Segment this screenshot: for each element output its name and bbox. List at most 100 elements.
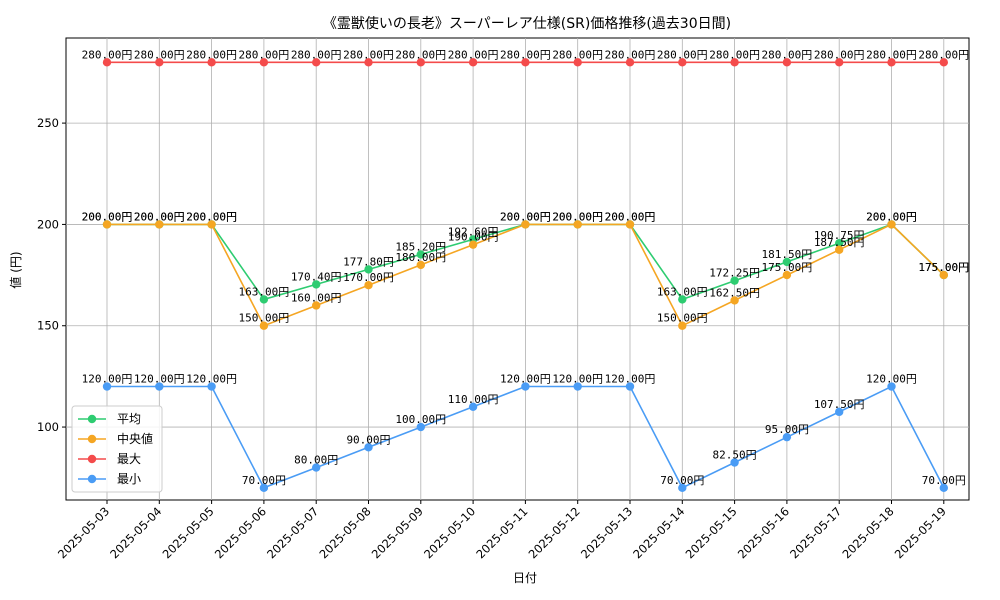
data-label: 280.00円 (186, 48, 237, 61)
data-point (155, 382, 164, 391)
legend-marker (87, 434, 97, 444)
data-point (207, 220, 216, 229)
x-axis-label: 日付 (513, 571, 537, 585)
x-axis: 2025-05-032025-05-042025-05-052025-05-06… (55, 500, 949, 561)
x-tick-label: 2025-05-06 (212, 504, 269, 561)
data-point (678, 321, 687, 330)
data-point (573, 220, 582, 229)
x-tick-label: 2025-05-05 (160, 504, 217, 561)
data-label: 200.00円 (186, 210, 237, 223)
x-tick-label: 2025-05-08 (316, 504, 373, 561)
x-tick-label: 2025-05-12 (526, 504, 583, 561)
x-tick-label: 2025-05-11 (473, 504, 530, 561)
data-point (887, 58, 896, 67)
data-label: 187.50円 (814, 236, 865, 249)
data-label: 170.00円 (343, 271, 394, 284)
data-label: 172.25円 (709, 267, 760, 280)
data-point (416, 250, 425, 259)
data-label: 80.00円 (294, 454, 338, 467)
data-label: 100.00円 (395, 413, 446, 426)
data-point (416, 260, 425, 270)
data-label: 280.00円 (552, 48, 603, 61)
data-label: 70.00円 (660, 474, 704, 487)
data-label: 95.00円 (765, 423, 809, 436)
data-point (259, 483, 269, 493)
data-label: 200.00円 (605, 210, 656, 223)
y-tick-label: 250 (37, 116, 59, 130)
plot-area (65, 37, 970, 501)
data-label: 190.00円 (448, 231, 499, 244)
data-point (782, 432, 792, 442)
data-point (207, 382, 216, 391)
x-tick-label: 2025-05-10 (421, 504, 478, 561)
data-label: 280.00円 (918, 48, 969, 61)
legend-label: 最小 (117, 472, 141, 486)
data-label: 170.40円 (291, 270, 342, 283)
data-labels: 200.00円 200.00円 200.00円163.00円170.40円177.8… (82, 48, 970, 487)
x-tick-label: 2025-05-07 (264, 504, 321, 561)
data-point (625, 382, 635, 391)
data-point (312, 301, 321, 310)
x-tick-label: 2025-05-04 (107, 504, 164, 561)
data-label: 175.00円 (762, 261, 813, 274)
data-label: 280.00円 (709, 48, 760, 61)
data-point (364, 281, 373, 290)
data-point (155, 220, 164, 229)
x-tick-label: 2025-05-13 (578, 504, 635, 561)
data-label: 200.00円 (866, 210, 917, 223)
y-tick-label: 150 (37, 319, 59, 333)
legend-marker (87, 474, 97, 484)
data-point (259, 295, 269, 304)
data-label: 163.00円 (239, 285, 290, 298)
x-tick-label: 2025-05-15 (683, 504, 740, 561)
data-label: 175.00円 (918, 261, 969, 274)
data-label: 163.00円 (657, 285, 708, 298)
x-tick-label: 2025-05-18 (839, 504, 896, 561)
data-point (835, 245, 844, 254)
data-point (939, 483, 948, 493)
data-label: 107.50円 (814, 398, 865, 411)
data-label: 280.00円 (82, 48, 133, 61)
data-point (939, 270, 948, 280)
data-label: 280.00円 (291, 48, 342, 61)
data-point (468, 240, 478, 249)
data-label: 280.00円 (395, 48, 446, 61)
data-point (468, 58, 478, 67)
data-point (416, 422, 425, 432)
data-point (625, 58, 635, 67)
data-label: 90.00円 (346, 433, 390, 446)
data-label: 280.00円 (762, 48, 813, 61)
data-point (364, 265, 373, 274)
data-label: 120.00円 (605, 373, 656, 386)
series-layer (102, 58, 948, 493)
data-point (782, 257, 792, 267)
data-label: 70.00円 (922, 474, 966, 487)
legend-marker (87, 414, 97, 424)
data-point (730, 296, 739, 305)
data-label: 280.00円 (605, 48, 656, 61)
legend-label: 平均 (117, 412, 141, 426)
data-point (730, 276, 739, 285)
data-point (835, 238, 844, 248)
chart-title: 《霊獣使いの長老》スーパーレア仕様(SR)価格推移(過去30日間) (323, 15, 731, 32)
data-label: 180.00円 (395, 251, 446, 264)
data-label: 185.20円 (395, 240, 446, 253)
data-point (416, 58, 425, 67)
data-label: 200.00円 (552, 210, 603, 223)
data-point (364, 443, 373, 452)
data-point (468, 402, 478, 411)
y-axis: 100 150 200 250 (37, 116, 66, 434)
data-point (887, 382, 896, 391)
data-point (573, 382, 582, 391)
data-label: 200.00円 (82, 210, 133, 223)
legend-label: 中央値 (117, 431, 153, 446)
data-point (625, 220, 635, 229)
data-point (155, 58, 164, 67)
data-label: 120.00円 (186, 373, 237, 386)
legend-label: 最大 (117, 452, 141, 466)
data-label: 177.80円 (343, 255, 394, 268)
data-label: 160.00円 (291, 291, 342, 304)
data-label: 280.00円 (239, 48, 290, 61)
data-point (730, 458, 739, 467)
data-point (207, 58, 216, 67)
